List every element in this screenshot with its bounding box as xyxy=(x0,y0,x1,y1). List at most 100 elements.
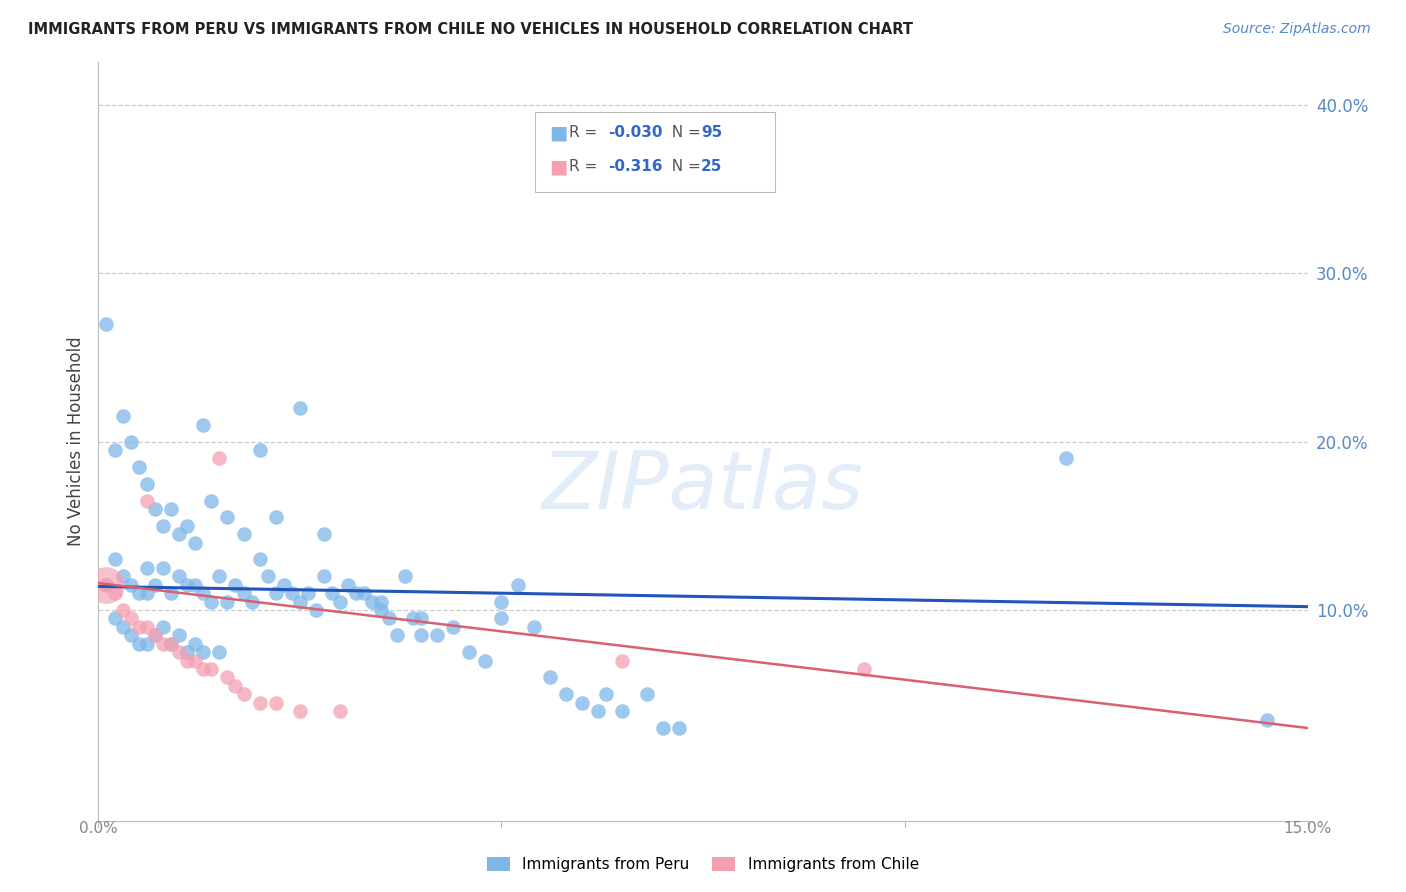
Point xyxy=(288,401,311,415)
Legend: Immigrants from Peru, Immigrants from Chile: Immigrants from Peru, Immigrants from Ch… xyxy=(479,849,927,880)
Point xyxy=(329,594,352,608)
Point xyxy=(96,578,118,592)
Point xyxy=(474,654,496,668)
Point xyxy=(135,561,157,575)
Point xyxy=(135,476,157,491)
Point xyxy=(305,603,328,617)
Point xyxy=(555,687,578,701)
Point xyxy=(217,594,239,608)
Point xyxy=(143,578,166,592)
Point xyxy=(184,654,207,668)
Point xyxy=(111,603,134,617)
Point xyxy=(167,527,190,541)
Point xyxy=(167,628,190,642)
Point xyxy=(297,586,319,600)
Point xyxy=(167,569,190,583)
Point xyxy=(586,704,609,718)
Point xyxy=(240,594,263,608)
Point xyxy=(571,696,593,710)
Point xyxy=(288,704,311,718)
Point xyxy=(232,687,254,701)
Point xyxy=(361,594,384,608)
Text: R =: R = xyxy=(569,160,602,174)
Point xyxy=(232,586,254,600)
Point xyxy=(612,704,634,718)
Point xyxy=(143,502,166,516)
Point xyxy=(1054,451,1077,466)
Point xyxy=(491,611,513,625)
Point xyxy=(612,654,634,668)
Point xyxy=(314,569,336,583)
Text: 0.0%: 0.0% xyxy=(79,821,118,836)
Text: N =: N = xyxy=(662,126,706,140)
Point xyxy=(344,586,367,600)
Point xyxy=(370,603,392,617)
Point xyxy=(152,637,174,651)
Point xyxy=(135,586,157,600)
Point xyxy=(491,594,513,608)
Point xyxy=(264,510,287,524)
Point xyxy=(426,628,449,642)
Point xyxy=(329,704,352,718)
Point xyxy=(143,628,166,642)
Point xyxy=(314,527,336,541)
Point xyxy=(96,578,118,592)
Point xyxy=(402,611,425,625)
Point xyxy=(103,442,125,457)
Text: ■: ■ xyxy=(550,123,568,143)
Point xyxy=(370,594,392,608)
Point xyxy=(458,645,481,659)
Point xyxy=(176,578,198,592)
Point xyxy=(232,527,254,541)
Point xyxy=(111,409,134,424)
Point xyxy=(120,628,142,642)
Point xyxy=(249,552,271,566)
Point xyxy=(281,586,304,600)
Point xyxy=(111,569,134,583)
Point xyxy=(441,620,464,634)
Text: ZIPatlas: ZIPatlas xyxy=(541,448,865,526)
Point xyxy=(193,417,215,432)
Point xyxy=(120,611,142,625)
Point xyxy=(200,662,222,676)
Point xyxy=(176,518,198,533)
Point xyxy=(595,687,617,701)
Point xyxy=(160,586,183,600)
Point xyxy=(193,586,215,600)
Point xyxy=(96,578,118,592)
Point xyxy=(111,620,134,634)
Point xyxy=(128,586,150,600)
Point xyxy=(337,578,360,592)
Point xyxy=(128,637,150,651)
Point xyxy=(135,493,157,508)
Point xyxy=(249,442,271,457)
Point xyxy=(409,611,432,625)
Point xyxy=(1256,713,1278,727)
Point xyxy=(103,552,125,566)
Text: IMMIGRANTS FROM PERU VS IMMIGRANTS FROM CHILE NO VEHICLES IN HOUSEHOLD CORRELATI: IMMIGRANTS FROM PERU VS IMMIGRANTS FROM … xyxy=(28,22,912,37)
Point xyxy=(176,654,198,668)
Point xyxy=(135,620,157,634)
Point xyxy=(217,670,239,684)
Point xyxy=(184,578,207,592)
Point xyxy=(208,569,231,583)
Point xyxy=(176,645,198,659)
Point xyxy=(385,628,408,642)
Point xyxy=(273,578,295,592)
Point xyxy=(167,645,190,659)
Point xyxy=(103,611,125,625)
Point xyxy=(208,645,231,659)
Point xyxy=(224,578,246,592)
Point xyxy=(636,687,658,701)
Point xyxy=(200,493,222,508)
Point xyxy=(217,510,239,524)
Point xyxy=(135,637,157,651)
Point xyxy=(193,645,215,659)
Point xyxy=(409,628,432,642)
Text: 15.0%: 15.0% xyxy=(1284,821,1331,836)
Point xyxy=(200,594,222,608)
Text: Source: ZipAtlas.com: Source: ZipAtlas.com xyxy=(1223,22,1371,37)
Point xyxy=(264,586,287,600)
Point xyxy=(160,637,183,651)
Text: ■: ■ xyxy=(550,157,568,177)
